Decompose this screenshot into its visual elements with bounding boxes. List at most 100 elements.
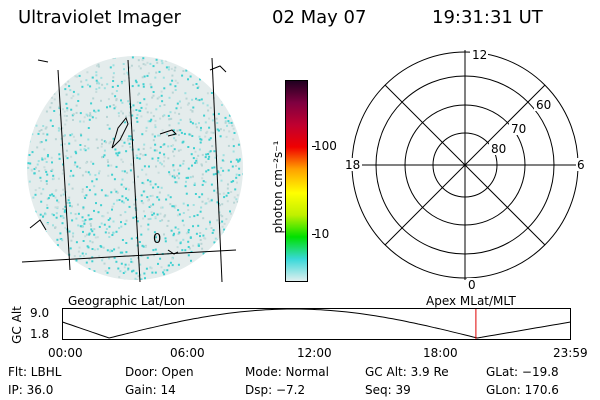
uv-speckle [101,142,103,145]
uv-speckle [154,143,157,146]
uv-speckle [79,167,82,169]
uv-speckle [168,264,170,267]
uv-speckle [200,163,203,166]
uv-speckle [142,182,145,185]
uv-speckle [58,153,61,156]
uv-speckle [191,278,194,280]
uv-speckle [192,58,195,61]
uv-speckle [229,77,232,80]
uv-speckle [112,64,115,67]
uv-speckle [210,92,213,94]
uv-speckle [235,165,237,167]
uv-speckle [153,149,156,152]
uv-speckle [199,138,202,141]
uv-speckle [188,216,191,218]
uv-speckle [39,141,42,144]
uv-speckle [169,261,172,264]
uv-speckle [65,102,68,105]
uv-speckle [175,107,178,110]
uv-speckle [226,66,229,69]
uv-speckle [210,199,213,202]
uv-speckle [169,83,172,86]
uv-speckle [122,63,125,65]
uv-speckle [46,273,49,276]
uv-speckle [72,119,74,121]
altplot-y-bottom: 1.8 [30,327,50,341]
uv-speckle [80,63,83,66]
uv-speckle [207,153,210,155]
uv-speckle [216,244,219,247]
uv-speckle [36,226,39,229]
uv-speckle [137,84,140,87]
uv-speckle [63,262,65,265]
uv-speckle [104,270,107,272]
uv-speckle [218,248,221,251]
uv-speckle [205,170,208,173]
uv-speckle [155,58,158,61]
uv-speckle [205,272,208,275]
time-tick-0: 00:00 [48,346,83,360]
uv-speckle [199,78,201,81]
uv-speckle [184,185,187,188]
uv-speckle [178,100,181,103]
uv-speckle [164,237,167,240]
uv-speckle [35,113,38,116]
uv-speckle [69,247,72,250]
uv-speckle [228,69,231,71]
uv-speckle [233,57,236,60]
uv-speckle [42,125,45,127]
uv-speckle [40,129,43,131]
uv-speckle [238,167,241,170]
uv-speckle [125,251,128,254]
uv-speckle [90,114,93,117]
uv-speckle [88,189,91,192]
uv-speckle [59,128,62,131]
uv-speckle [233,259,236,262]
uv-speckle [216,201,219,204]
uv-speckle [207,169,210,172]
uv-speckle [204,62,207,64]
uv-speckle [123,121,126,124]
uv-speckle [199,239,202,241]
uv-speckle [132,216,135,219]
uv-speckle [187,272,190,274]
uv-speckle [37,246,40,249]
uv-speckle [197,224,200,227]
uv-speckle [161,62,164,65]
uv-speckle [64,88,67,91]
uv-speckle [91,230,94,233]
uv-speckle [224,244,227,247]
uv-speckle [173,232,175,235]
uv-speckle [178,112,181,115]
uv-speckle [122,272,125,274]
uv-speckle [222,91,225,93]
uv-speckle [198,122,200,125]
uv-speckle [40,224,43,227]
uv-speckle [89,173,92,176]
uv-speckle [237,159,240,162]
uv-speckle [141,255,144,258]
uv-speckle [106,194,109,197]
uv-speckle [63,114,66,117]
uv-speckle [138,65,141,68]
uv-speckle [68,230,71,233]
uv-speckle [179,129,182,132]
uv-speckle [142,154,145,157]
uv-speckle [61,215,64,217]
uv-speckle [196,214,199,217]
uv-speckle [147,120,150,123]
uv-speckle [68,201,71,204]
uv-speckle [179,118,182,121]
uv-speckle [169,203,172,206]
uv-speckle [84,219,87,221]
uv-speckle [57,201,60,204]
uv-speckle [237,113,240,116]
uv-speckle [151,133,154,136]
uv-speckle [178,231,181,234]
uv-speckle [82,240,85,242]
uv-speckle [50,156,53,159]
uv-speckle [108,267,111,270]
uv-speckle [153,231,156,234]
uv-speckle [142,57,145,60]
uv-speckle [113,178,116,181]
